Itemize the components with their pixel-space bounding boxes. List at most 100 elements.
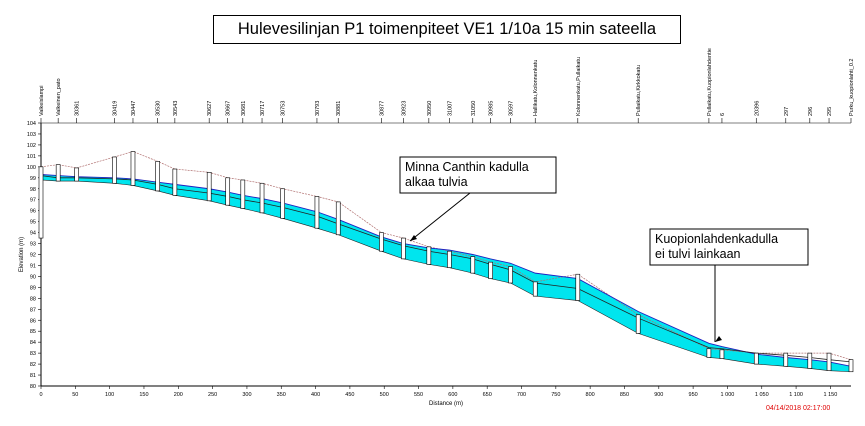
y-tick-label: 81	[30, 373, 36, 379]
manhole-shaft	[719, 349, 725, 359]
y-tick-label: 93	[30, 242, 36, 248]
annotation-leader	[409, 192, 471, 242]
x-tick-label: 200	[174, 392, 183, 398]
manhole-shaft	[426, 246, 432, 265]
annotation-arrowhead	[715, 336, 722, 342]
node-label: 30530	[156, 101, 162, 116]
manhole-shaft	[635, 314, 641, 334]
y-tick-label: 100	[27, 165, 36, 171]
x-tick-label: 1 050	[755, 392, 769, 398]
y-tick-label: 95	[30, 220, 36, 226]
y-tick-label: 98	[30, 187, 36, 193]
node-label: 296	[808, 107, 814, 116]
x-tick-label: 850	[620, 392, 629, 398]
node-label: 31050	[471, 101, 477, 116]
node-label: 30597	[509, 101, 515, 116]
manhole-shaft	[508, 266, 513, 284]
y-tick-label: 83	[30, 351, 36, 357]
x-tick-label: 600	[448, 392, 457, 398]
node-label: Pullaikatu,Kirkkokatu	[636, 65, 642, 116]
y-tick-label: 85	[30, 329, 36, 335]
y-tick-label: 86	[30, 318, 36, 324]
manhole-shaft	[130, 151, 136, 186]
y-tick-label: 89	[30, 285, 36, 291]
node-label: 297	[784, 107, 790, 116]
manhole-shaft	[74, 167, 79, 182]
y-tick-label: 82	[30, 362, 36, 368]
manhole-shaft	[280, 188, 285, 219]
manhole-shaft	[112, 156, 117, 184]
node-label: 31007	[447, 101, 453, 116]
y-tick-label: 88	[30, 296, 36, 302]
y-tick-label: 104	[27, 121, 36, 127]
x-tick-label: 1 100	[789, 392, 803, 398]
node-label: 30753	[281, 101, 287, 116]
y-tick-label: 87	[30, 307, 36, 313]
annotation-text: ei tulvi lainkaan	[655, 247, 741, 261]
node-label: Purku_kuopionlahti_0.2	[849, 59, 855, 117]
crown-line	[40, 175, 852, 363]
x-tick-label: 150	[139, 392, 148, 398]
y-tick-label: 102	[27, 143, 36, 149]
node-label: Kolonnenkatu,Pullaikatu	[576, 57, 582, 116]
x-tick-label: 900	[654, 392, 663, 398]
x-tick-label: 550	[414, 392, 423, 398]
x-tick-label: 750	[551, 392, 560, 398]
y-tick-label: 97	[30, 198, 36, 204]
y-tick-label: 94	[30, 231, 36, 237]
node-label: 30627	[207, 101, 213, 116]
node-label: Valkeinen_pato	[56, 78, 62, 116]
y-tick-label: 84	[30, 340, 36, 346]
node-label: Hallikatu,Kolonnenkatu	[533, 60, 539, 116]
x-tick-label: 500	[380, 392, 389, 398]
x-tick-label: 50	[72, 392, 78, 398]
manhole-shaft	[314, 196, 320, 229]
y-tick-label: 90	[30, 274, 36, 280]
y-tick-label: 80	[30, 384, 36, 390]
y-tick-label: 91	[30, 263, 36, 269]
x-tick-label: 450	[345, 392, 354, 398]
manhole-shaft	[38, 166, 44, 239]
timestamp-label: 04/14/2018 02:17:00	[766, 405, 831, 412]
manhole-shaft	[826, 352, 832, 371]
annotation-box	[399, 156, 557, 194]
node-label: 30923	[401, 101, 407, 116]
manhole-shaft	[55, 164, 61, 182]
manhole-shaft	[225, 177, 231, 206]
y-tick-label: 101	[27, 154, 36, 160]
x-tick-label: 250	[208, 392, 217, 398]
chart-title: Hulevesilinjan P1 toimenpiteet VE1 1/10a…	[213, 15, 681, 44]
x-tick-label: 800	[586, 392, 595, 398]
x-tick-label: 100	[105, 392, 114, 398]
manhole-shaft	[470, 256, 476, 274]
node-label: 295	[827, 107, 833, 116]
manhole-shaft	[379, 232, 384, 252]
node-label: 30543	[173, 101, 179, 116]
manhole-shaft	[155, 161, 160, 192]
x-tick-label: 300	[242, 392, 251, 398]
node-label: 20396	[754, 101, 760, 116]
water-level-line	[40, 174, 852, 367]
invert-line	[40, 179, 852, 373]
node-label: 30447	[131, 101, 137, 116]
annotation-box	[649, 228, 809, 266]
x-tick-label: 350	[277, 392, 286, 398]
x-tick-label: 700	[517, 392, 526, 398]
manhole-shaft	[206, 172, 212, 202]
manhole-shaft	[172, 168, 178, 196]
node-label: 30877	[379, 101, 385, 116]
manhole-shaft	[488, 261, 493, 279]
y-tick-label: 103	[27, 132, 36, 138]
manhole-shaft	[706, 348, 712, 358]
annotation-text: alkaa tulvia	[405, 175, 468, 189]
node-label: 30950	[427, 101, 433, 116]
x-axis-label: Distance (m)	[429, 401, 463, 407]
node-label: 6	[720, 113, 726, 116]
node-label: 30361	[75, 101, 81, 116]
plot-area: 80 81 82 83 84 85 86 87 88 89 90 91 92 93 94 95 96 97 98 99…	[19, 48, 855, 407]
annotation-text: Kuopionlahdenkadulla	[655, 232, 778, 246]
water-fill	[41, 174, 851, 372]
node-label: Valkeislampi	[39, 86, 45, 116]
annotation-text: Minna Canthin kadulla	[405, 160, 529, 174]
node-label: 30419	[112, 101, 118, 116]
